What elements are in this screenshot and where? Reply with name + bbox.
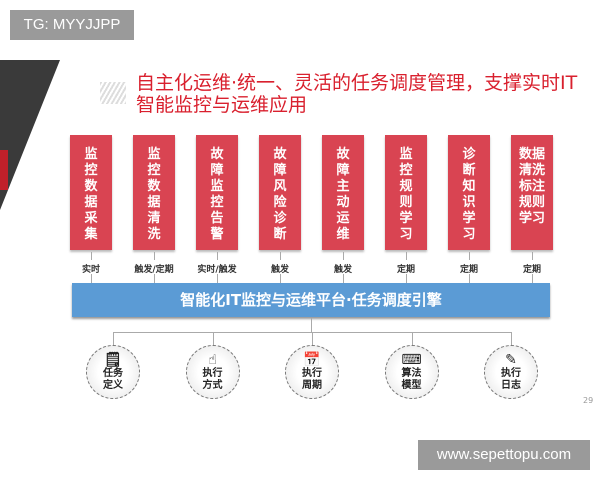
module-label: 监控数据清洗 xyxy=(147,147,161,242)
connector xyxy=(511,332,512,345)
module-label: 监控数据采集 xyxy=(84,147,98,242)
trigger-label: 实时 xyxy=(81,265,100,275)
connector xyxy=(311,318,312,332)
module-card[interactable]: 数据清洗标注规则学习 xyxy=(511,135,553,250)
module-card[interactable]: 故障主动运维 xyxy=(322,135,364,250)
connector xyxy=(217,252,218,260)
feature-label: 执行日志 xyxy=(501,368,521,391)
trigger-label: 定期 xyxy=(522,265,541,275)
watermark-bottom: www.sepettopu.com xyxy=(418,440,590,470)
connector xyxy=(91,274,92,283)
connector xyxy=(469,274,470,283)
connector xyxy=(154,252,155,260)
module-label: 数据清洗标注规则学习 xyxy=(518,147,545,226)
module-card[interactable]: 监控数据采集 xyxy=(70,135,112,250)
connector xyxy=(91,252,92,260)
module-card[interactable]: 监控规则学习 xyxy=(385,135,427,250)
module-label: 故障监控告警 xyxy=(210,147,224,242)
connector xyxy=(280,274,281,283)
connector xyxy=(532,274,533,283)
trigger-label: 触发 xyxy=(270,265,289,275)
hand-pointer-icon: ☝ xyxy=(208,352,217,368)
module-card[interactable]: 诊断知识学习 xyxy=(448,135,490,250)
feature-circle[interactable]: 🗒 任务定义 xyxy=(86,345,140,399)
watermark-top: TG: MYYJJPP xyxy=(10,10,134,40)
calendar-clock-icon: 📅 xyxy=(303,352,321,368)
feature-circle[interactable]: ⌨ 算法模型 xyxy=(384,345,439,399)
feature-label: 算法模型 xyxy=(401,368,422,391)
trigger-label: 定期 xyxy=(396,265,415,275)
connector xyxy=(280,252,281,260)
connector xyxy=(411,332,413,345)
page-number: 29 xyxy=(583,396,594,405)
trigger-label: 实时/触发 xyxy=(197,265,237,275)
feature-label: 任务定义 xyxy=(103,368,123,391)
connector xyxy=(343,274,344,283)
module-card[interactable]: 故障风险诊断 xyxy=(259,135,301,250)
title-stripe xyxy=(100,82,126,104)
module-label: 监控规则学习 xyxy=(399,147,413,242)
connector xyxy=(113,332,114,345)
platform-bar: 智能化IT监控与运维平台·任务调度引擎 xyxy=(72,283,550,317)
corner-decoration-red xyxy=(0,150,8,190)
trigger-label: 触发/定期 xyxy=(134,265,174,275)
trigger-label: 定期 xyxy=(459,265,478,275)
corner-decoration xyxy=(0,60,60,210)
feature-circle[interactable]: 📅 执行周期 xyxy=(285,345,339,399)
connector xyxy=(406,274,407,283)
feature-circle[interactable]: ✎ 执行日志 xyxy=(484,345,538,399)
page-title: 自主化运维·统一、灵活的任务调度管理，支撑实时IT智能监控与运维应用 xyxy=(136,72,578,116)
connector xyxy=(406,252,407,260)
module-label: 诊断知识学习 xyxy=(462,147,476,242)
module-card[interactable]: 故障监控告警 xyxy=(196,135,238,250)
feature-circle[interactable]: ☝ 执行方式 xyxy=(185,345,240,399)
module-card[interactable]: 监控数据清洗 xyxy=(133,135,175,250)
connector xyxy=(532,252,533,260)
trigger-label: 触发 xyxy=(333,265,352,275)
connector xyxy=(217,274,218,283)
feature-label: 执行方式 xyxy=(202,368,223,391)
connector xyxy=(312,332,313,345)
connector xyxy=(469,252,470,260)
module-label: 故障主动运维 xyxy=(336,147,350,242)
module-label: 故障风险诊断 xyxy=(273,147,287,242)
connector xyxy=(154,274,155,283)
document-check-icon: 🗒 xyxy=(104,352,122,368)
connector xyxy=(212,332,214,345)
connector xyxy=(343,252,344,260)
notebook-pen-icon: ✎ xyxy=(505,352,517,368)
feature-label: 执行周期 xyxy=(302,368,322,391)
code-window-icon: ⌨ xyxy=(401,352,422,368)
